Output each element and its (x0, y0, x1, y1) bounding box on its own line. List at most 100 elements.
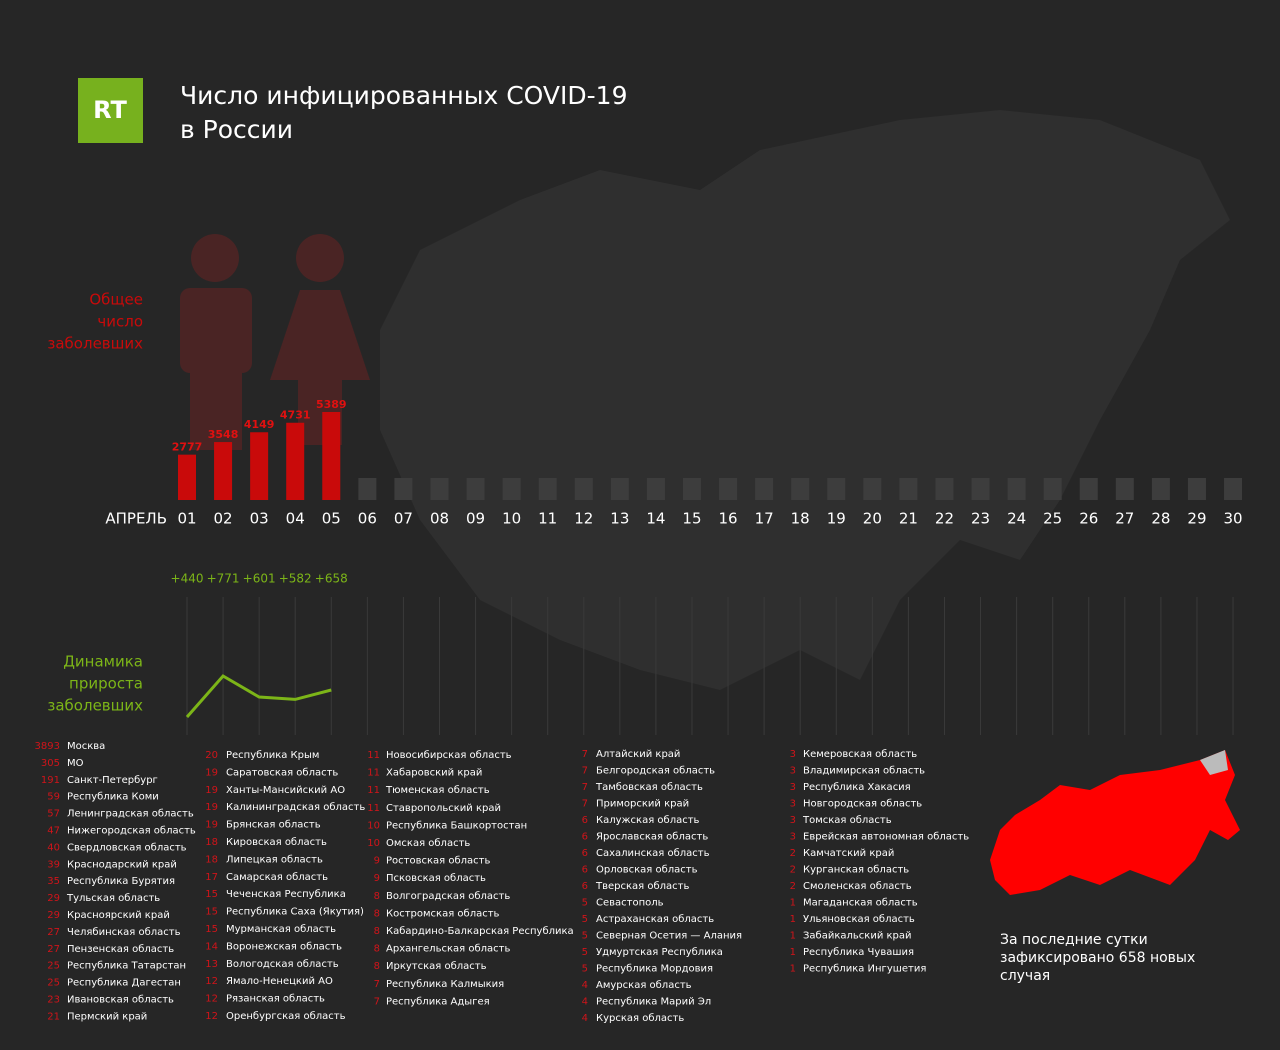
region-name: Калининградская область (226, 802, 365, 813)
region-name: Кабардино-Балкарская Республика (386, 926, 574, 937)
growth-label: +601 (243, 572, 276, 586)
bar-value-label: 3548 (208, 428, 239, 441)
bar (250, 432, 269, 500)
title: в России (180, 115, 293, 144)
bar (178, 454, 196, 500)
region-count: 15 (205, 907, 218, 918)
region-count: 11 (367, 785, 380, 796)
region-count: 11 (367, 768, 380, 779)
x-tick-label: 13 (610, 510, 629, 528)
empty-day (430, 478, 449, 500)
empty-day (1224, 478, 1243, 500)
empty-day (899, 478, 918, 500)
region-name: Пензенская область (67, 944, 174, 955)
region-name: Санкт-Петербург (67, 775, 158, 786)
region-name: Амурская область (596, 980, 692, 991)
x-tick-label: 15 (682, 510, 701, 528)
region-count: 3 (790, 799, 796, 810)
region-count: 10 (367, 838, 380, 849)
region-count: 6 (582, 832, 588, 843)
empty-day (719, 478, 738, 500)
region-count: 7 (582, 766, 588, 777)
region-name: Челябинская область (67, 927, 181, 938)
region-name: Республика Калмыкия (386, 979, 504, 990)
region-count: 1 (790, 931, 796, 942)
region-count: 10 (367, 820, 380, 831)
region-count: 4 (582, 997, 588, 1008)
region-count: 6 (582, 881, 588, 892)
x-tick-label: 22 (935, 510, 954, 528)
empty-day (610, 478, 629, 500)
region-count: 59 (47, 792, 60, 803)
region-name: Республика Башкортостан (386, 820, 527, 831)
region-count: 5 (582, 898, 588, 909)
region-name: Белгородская область (596, 766, 715, 777)
footer-note: За последние сутки (1000, 932, 1148, 948)
bar (322, 412, 341, 500)
region-name: Ярославская область (596, 832, 708, 843)
region-name: Сахалинская область (596, 848, 710, 859)
person-icons (180, 234, 370, 450)
footer-note: случая (1000, 968, 1050, 984)
empty-day (1079, 478, 1098, 500)
region-name: Хабаровский край (386, 768, 482, 779)
x-tick-label: 19 (827, 510, 846, 528)
title: Число инфицированных COVID-19 (180, 81, 627, 110)
region-count: 5 (582, 947, 588, 958)
x-tick-label: 21 (899, 510, 918, 528)
region-name: Тюменская область (385, 785, 490, 796)
empty-day (502, 478, 521, 500)
region-name: Курганская область (803, 865, 909, 876)
region-name: Севастополь (596, 898, 664, 909)
bar-chart-label: заболевших (47, 335, 143, 353)
region-name: Волгоградская область (386, 891, 510, 902)
x-tick-label: 03 (250, 510, 269, 528)
region-name: Магаданская область (803, 898, 918, 909)
region-name: Иркутская область (386, 961, 487, 972)
region-count: 4 (582, 1013, 588, 1024)
growth-label: +771 (207, 572, 240, 586)
region-name: Ульяновская область (803, 914, 915, 925)
region-count: 23 (47, 995, 60, 1006)
map-unaffected (1200, 750, 1228, 775)
region-count: 5 (582, 931, 588, 942)
region-name: МО (67, 758, 84, 769)
region-name: Самарская область (226, 872, 328, 883)
region-name: Еврейская автономная область (803, 832, 969, 843)
bar-chart-label: Общее (89, 291, 143, 309)
x-tick-label: 08 (430, 510, 449, 528)
region-name: Республика Хакасия (803, 782, 911, 793)
region-name: Новгородская область (803, 799, 922, 810)
region-count: 8 (374, 926, 380, 937)
region-count: 19 (205, 767, 218, 778)
region-name: Республика Татарстан (67, 961, 186, 972)
x-tick-label: 20 (863, 510, 882, 528)
region-count: 12 (205, 1011, 218, 1022)
growth-label: +582 (279, 572, 312, 586)
empty-day (863, 478, 882, 500)
x-tick-label: 11 (538, 510, 557, 528)
region-name: Республика Саха (Якутия) (226, 907, 364, 918)
region-count: 3 (790, 766, 796, 777)
region-name: Астраханская область (596, 914, 714, 925)
bar-chart-label: число (97, 313, 143, 331)
russia-map (990, 750, 1240, 895)
region-name: Республика Чувашия (803, 947, 914, 958)
region-count: 20 (205, 750, 218, 761)
region-name: Краснодарский край (67, 859, 177, 870)
empty-day (935, 478, 954, 500)
region-count: 17 (205, 872, 218, 883)
region-count: 11 (367, 803, 380, 814)
region-name: Воронежская область (226, 941, 342, 952)
x-tick-label: 25 (1043, 510, 1062, 528)
empty-day (971, 478, 990, 500)
x-tick-label: 29 (1187, 510, 1206, 528)
region-name: Владимирская область (803, 766, 925, 777)
region-name: Ростовская область (386, 856, 490, 867)
region-count: 3 (790, 815, 796, 826)
region-count: 12 (205, 994, 218, 1005)
footer-note: зафиксировано 658 новых (1000, 950, 1195, 966)
empty-day (755, 478, 774, 500)
region-count: 8 (374, 908, 380, 919)
